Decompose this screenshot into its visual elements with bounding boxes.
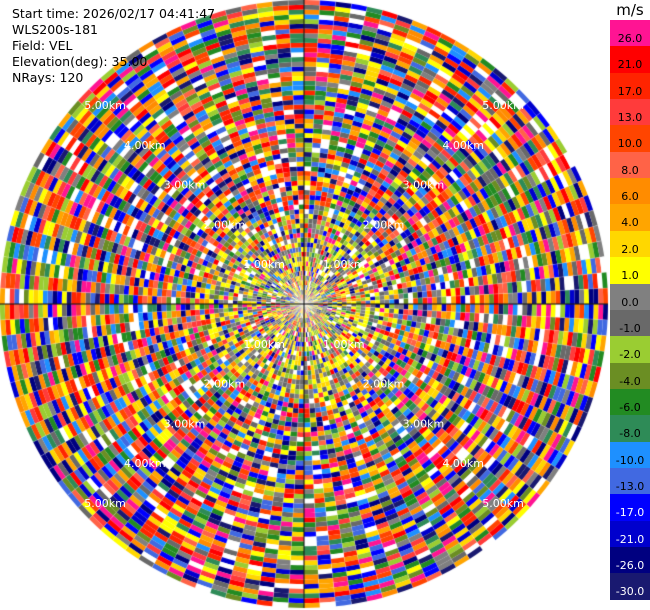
colorbar-tick-label: -13.0 xyxy=(615,479,645,493)
colorbar-segment xyxy=(610,388,650,416)
colorbar-tick-label: -26.0 xyxy=(615,559,645,572)
ppi-velocity-plot xyxy=(0,0,610,610)
range-ring-label: 4.00km xyxy=(124,139,166,152)
colorbar-tick-label: -30.0 xyxy=(615,585,645,599)
range-ring-label: 5.00km xyxy=(482,99,524,112)
colorbar-segment xyxy=(610,336,650,364)
velocity-colorbar: m/s 26.0 21.0 17.0 13.0 10.0 8.0 6.0 4.0 2.0 1.0 0… xyxy=(610,0,650,610)
colorbar-segment xyxy=(610,547,650,574)
range-ring-label: 4.00km xyxy=(124,457,166,470)
range-ring-label: 2.00km xyxy=(363,218,405,231)
colorbar-segment xyxy=(610,151,650,179)
colorbar-tick-label: 13.0 xyxy=(617,111,643,125)
range-ring-labels: 1.00km 1.00km 1.00km 1.00km 2.00km 2.00km 2.00… xyxy=(0,0,610,610)
range-ring-label: 3.00km xyxy=(164,179,206,192)
colorbar-segment xyxy=(610,573,650,601)
colorbar-segment xyxy=(610,441,650,469)
colorbar-tick-label: 0.0 xyxy=(621,295,639,309)
colorbar-tick-label: 2.0 xyxy=(621,242,639,256)
range-ring-label: 2.00km xyxy=(204,218,246,231)
colorbar-segment xyxy=(610,46,650,74)
colorbar-segment xyxy=(610,178,650,205)
colorbar-tick-label: 26.0 xyxy=(617,32,643,45)
range-ring-label: 3.00km xyxy=(403,179,445,192)
range-ring-label: 2.00km xyxy=(363,378,405,391)
range-ring-label: 3.00km xyxy=(164,417,206,430)
station-id: WLS200s-181 xyxy=(12,22,98,37)
colorbar-segment xyxy=(610,20,650,47)
range-ring-label: 5.00km xyxy=(84,99,126,112)
colorbar-segment xyxy=(610,520,650,548)
colorbar-segment xyxy=(610,309,650,337)
field-name: Field: VEL xyxy=(12,38,73,53)
colorbar-segment xyxy=(610,125,650,153)
range-ring-label: 1.00km xyxy=(323,338,365,351)
colorbar-tick-label: 4.0 xyxy=(621,216,639,230)
colorbar-tick-label: -10.0 xyxy=(615,453,645,467)
range-ring-label: 1.00km xyxy=(243,338,285,351)
colorbar-tick-label: -21.0 xyxy=(615,532,645,546)
colorbar-segment xyxy=(610,415,650,443)
elevation: Elevation(deg): 35.00 xyxy=(12,54,148,69)
colorbar-tick-label: 8.0 xyxy=(621,163,639,177)
range-ring-label: 5.00km xyxy=(84,497,126,510)
scan-info: Start time: 2026/02/17 04:41:47 WLS200s-… xyxy=(12,6,215,86)
colorbar-segment xyxy=(610,467,650,495)
colorbar-tick-label: -2.0 xyxy=(619,348,641,362)
range-ring-label: 3.00km xyxy=(403,417,445,430)
colorbar-tick-label: -4.0 xyxy=(619,374,641,388)
colorbar-tick-label: 21.0 xyxy=(617,58,643,72)
colorbar-tick-label: -17.0 xyxy=(615,506,645,520)
start-time: Start time: 2026/02/17 04:41:47 xyxy=(12,6,216,21)
colorbar-tick-label: 17.0 xyxy=(617,84,643,98)
range-ring-label: 4.00km xyxy=(442,457,484,470)
colorbar-unit: m/s xyxy=(616,1,644,19)
colorbar-tick-label: -8.0 xyxy=(619,427,641,441)
range-ring-label: 5.00km xyxy=(482,497,524,510)
range-ring-label: 2.00km xyxy=(204,378,246,391)
colorbar-tick-label: -1.0 xyxy=(619,321,641,335)
colorbar-segment xyxy=(610,257,650,284)
colorbar-segment xyxy=(610,204,650,232)
colorbar-segment xyxy=(610,99,650,126)
range-ring-label: 1.00km xyxy=(323,258,365,271)
range-ring-label: 4.00km xyxy=(442,139,484,152)
colorbar-segment xyxy=(610,362,650,390)
range-ring-label: 1.00km xyxy=(243,258,285,271)
colorbar-tick-label: -6.0 xyxy=(619,400,641,414)
colorbar-segment xyxy=(610,230,650,258)
colorbar-tick-label: 10.0 xyxy=(617,137,643,151)
colorbar-tick-label: 1.0 xyxy=(621,269,639,283)
colorbar-segment xyxy=(610,494,650,522)
ray-count: NRays: 120 xyxy=(12,70,84,85)
colorbar-segment xyxy=(610,283,650,311)
colorbar-tick-label: 6.0 xyxy=(621,190,639,204)
colorbar-segment xyxy=(610,72,650,100)
